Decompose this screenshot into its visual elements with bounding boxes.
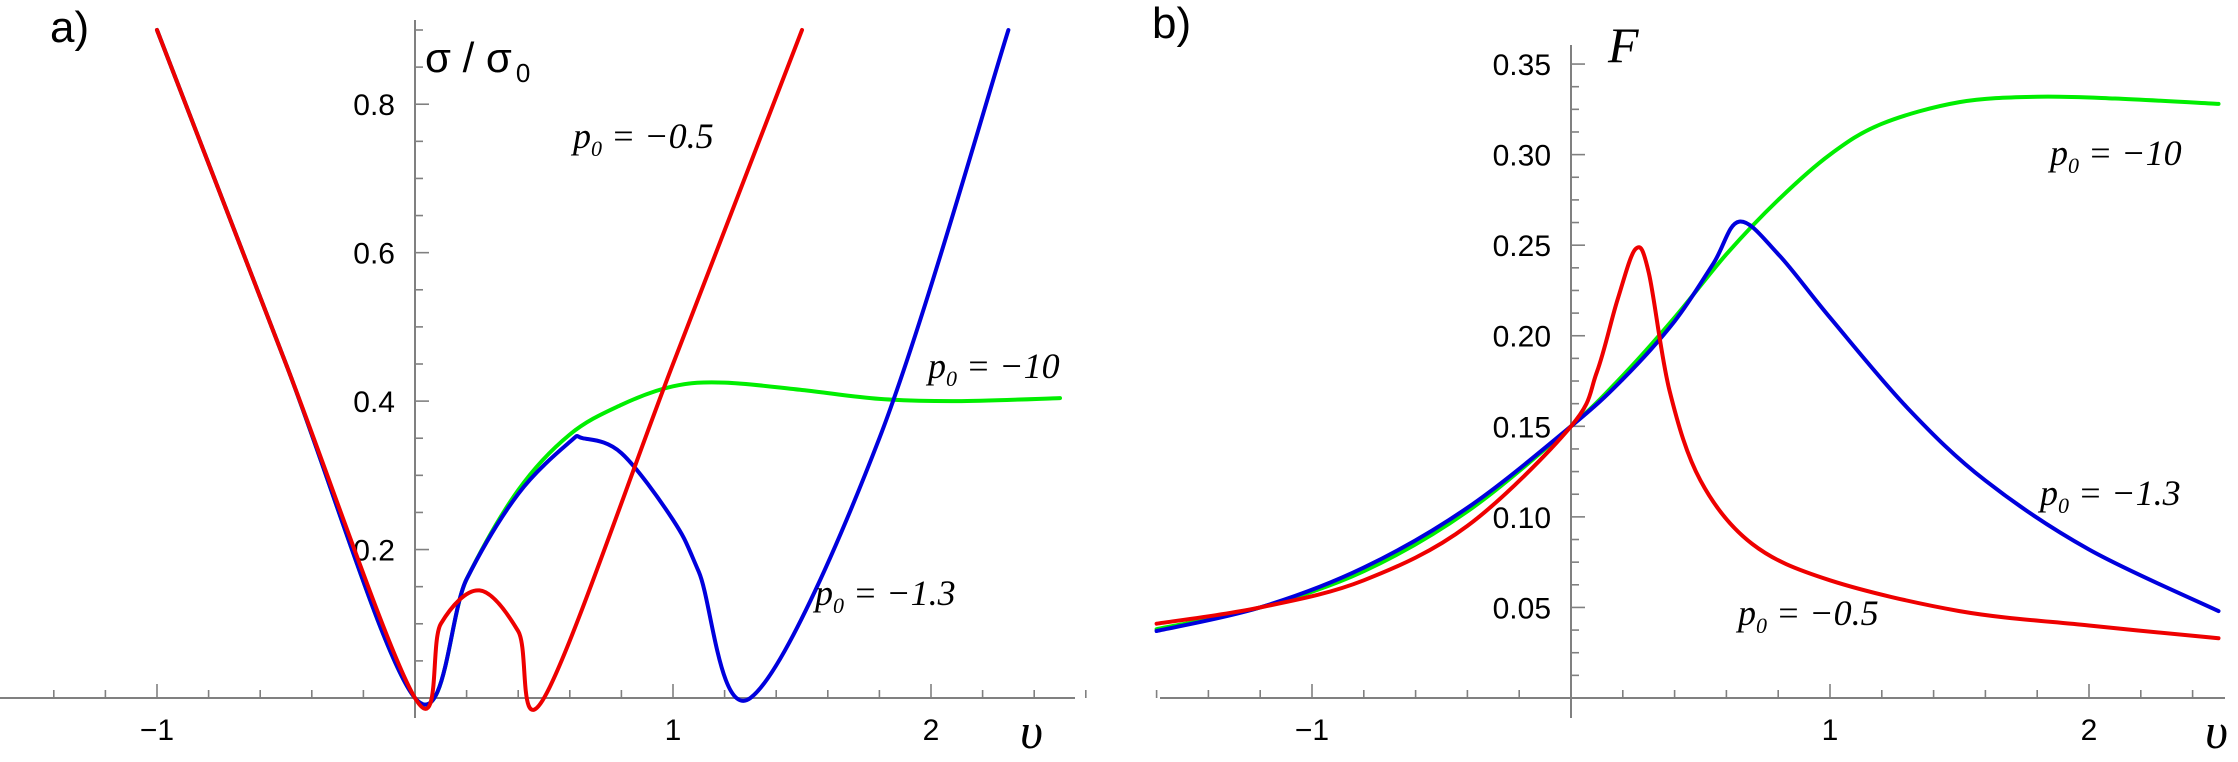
panel-a-series-annotation: p0 = −10 xyxy=(925,346,1060,391)
panel-a-sigma-chart: a)−1 1 20.20.40.60.8υσ / σ 0p0 = −0.5p0 = −… xyxy=(0,3,1087,759)
panel-b-series-line-1 xyxy=(1154,219,2221,633)
panel-b-series-line-0 xyxy=(1154,94,2221,632)
panel-a-series-annotation: p0 = −1.3 xyxy=(812,573,956,618)
panel-b-x-axis-title: υ xyxy=(2205,703,2228,759)
panel-a-x-tick-label: 1 xyxy=(665,714,682,747)
panel-a-x-tick-label: −1 xyxy=(140,714,174,747)
panel-a-series-annotation: p0 = −0.5 xyxy=(570,116,714,161)
panel-a-y-tick-label: 0.8 xyxy=(353,89,395,122)
panel-a-y-tick-label: 0.4 xyxy=(353,386,395,419)
panel-b-y-tick-label: 0.15 xyxy=(1493,411,1551,444)
panel-b-x-tick-label: 2 xyxy=(2081,714,2098,747)
panel-a-x-axis-title: υ xyxy=(1020,703,1043,759)
panel-b-x-tick-label: −1 xyxy=(1295,714,1329,747)
panel-b-x-tick-label: 1 xyxy=(1822,714,1839,747)
panel-a-series-line-2 xyxy=(155,28,804,712)
panel-a-y-tick-label: 0.6 xyxy=(353,238,395,271)
panel-b-y-tick-label: 0.05 xyxy=(1493,592,1551,625)
panel-b-series-annotation: p0 = −10 xyxy=(2047,133,2182,178)
panel-b-y-axis-title: F xyxy=(1607,17,1639,73)
panel-b-label: b) xyxy=(1152,0,1191,48)
panel-a-x-tick-label: 2 xyxy=(923,714,940,747)
panel-b-y-tick-label: 0.10 xyxy=(1493,502,1551,535)
panel-b-y-tick-label: 0.25 xyxy=(1493,230,1551,263)
panel-b-series-line-2 xyxy=(1154,245,2221,641)
panel-b-y-tick-label: 0.30 xyxy=(1493,140,1551,173)
panel-a-label: a) xyxy=(50,3,89,52)
panel-b-series-annotation: p0 = −0.5 xyxy=(1735,593,1879,638)
panel-b-f-chart: b) −1 1 2 0.05 0.10 0.15 0.20 0.25 0.30 0.35 υ Fp0 =… xyxy=(1152,0,2228,759)
panel-b-y-tick-label: 0.20 xyxy=(1493,321,1551,354)
panel-b-series-annotation: p0 = −1.3 xyxy=(2037,473,2181,518)
panel-a-series-line-1 xyxy=(155,28,1011,707)
panel-b-y-tick-label: 0.35 xyxy=(1493,49,1551,82)
